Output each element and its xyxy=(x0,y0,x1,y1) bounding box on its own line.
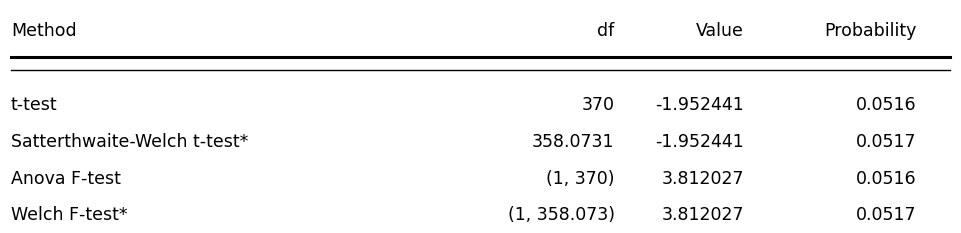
Text: 3.812027: 3.812027 xyxy=(661,206,744,225)
Text: 0.0516: 0.0516 xyxy=(856,170,917,188)
Text: Satterthwaite-Welch t-test*: Satterthwaite-Welch t-test* xyxy=(11,133,248,151)
Text: -1.952441: -1.952441 xyxy=(655,133,744,151)
Text: Value: Value xyxy=(696,22,744,40)
Text: (1, 370): (1, 370) xyxy=(546,170,615,188)
Text: Welch F-test*: Welch F-test* xyxy=(11,206,128,225)
Text: 358.0731: 358.0731 xyxy=(532,133,615,151)
Text: -1.952441: -1.952441 xyxy=(655,96,744,114)
Text: t-test: t-test xyxy=(11,96,58,114)
Text: 0.0516: 0.0516 xyxy=(856,96,917,114)
Text: 370: 370 xyxy=(581,96,615,114)
Text: Method: Method xyxy=(11,22,77,40)
Text: Probability: Probability xyxy=(825,22,917,40)
Text: (1, 358.073): (1, 358.073) xyxy=(507,206,615,225)
Text: 0.0517: 0.0517 xyxy=(856,206,917,225)
Text: Anova F-test: Anova F-test xyxy=(11,170,121,188)
Text: 0.0517: 0.0517 xyxy=(856,133,917,151)
Text: 3.812027: 3.812027 xyxy=(661,170,744,188)
Text: df: df xyxy=(598,22,615,40)
